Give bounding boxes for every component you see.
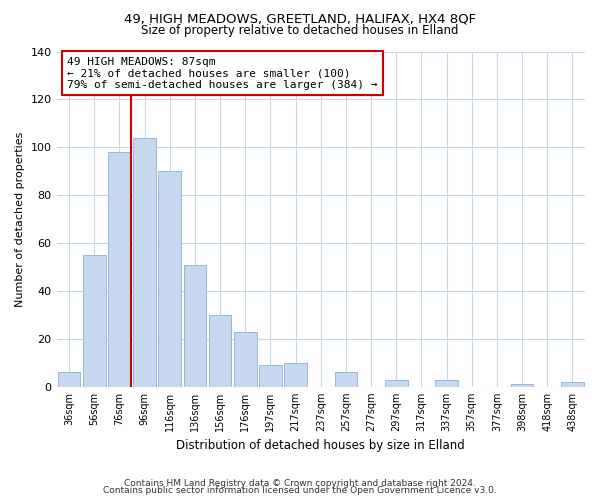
Text: 49 HIGH MEADOWS: 87sqm
← 21% of detached houses are smaller (100)
79% of semi-de: 49 HIGH MEADOWS: 87sqm ← 21% of detached… [67,56,377,90]
Bar [158,172,181,387]
Bar [108,152,131,387]
Bar [385,380,407,387]
Bar [83,255,106,387]
X-axis label: Distribution of detached houses by size in Elland: Distribution of detached houses by size … [176,440,465,452]
Bar [209,315,232,387]
Text: Size of property relative to detached houses in Elland: Size of property relative to detached ho… [141,24,459,37]
Bar [58,372,80,387]
Text: Contains HM Land Registry data © Crown copyright and database right 2024.: Contains HM Land Registry data © Crown c… [124,478,476,488]
Bar [234,332,257,387]
Bar [133,138,156,387]
Bar [284,363,307,387]
Text: 49, HIGH MEADOWS, GREETLAND, HALIFAX, HX4 8QF: 49, HIGH MEADOWS, GREETLAND, HALIFAX, HX… [124,12,476,26]
Bar [259,366,282,387]
Bar [511,384,533,387]
Bar [561,382,584,387]
Text: Contains public sector information licensed under the Open Government Licence v3: Contains public sector information licen… [103,486,497,495]
Bar [435,380,458,387]
Y-axis label: Number of detached properties: Number of detached properties [15,132,25,307]
Bar [335,372,357,387]
Bar [184,264,206,387]
